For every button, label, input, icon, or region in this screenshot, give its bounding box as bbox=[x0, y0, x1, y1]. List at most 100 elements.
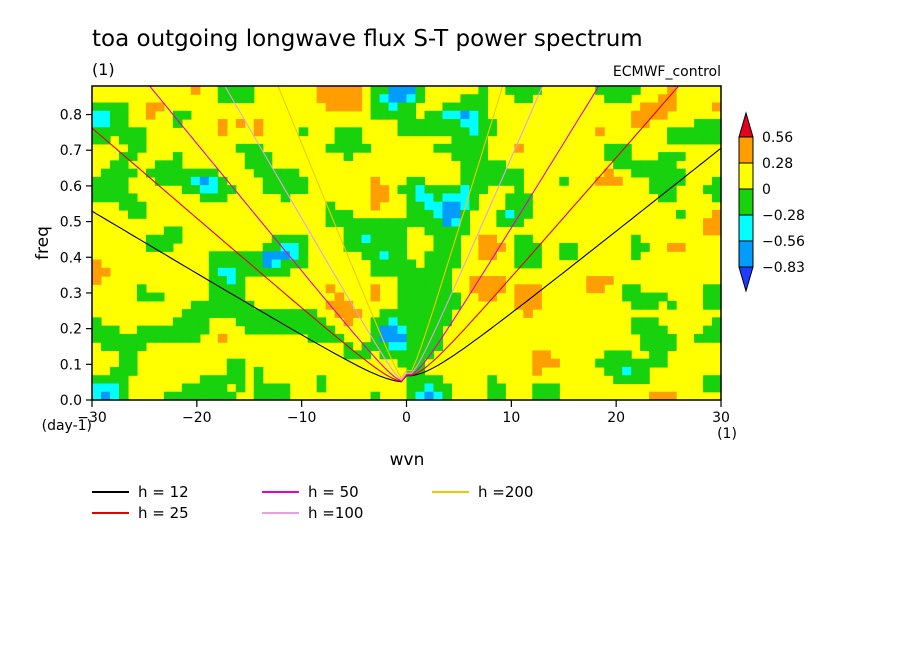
contour-cell bbox=[415, 119, 426, 128]
contour-cell bbox=[658, 391, 668, 400]
contour-cell bbox=[406, 209, 417, 219]
contour-cell bbox=[532, 391, 542, 400]
contour-cell bbox=[532, 350, 542, 360]
source-label: ECMWF_control bbox=[613, 64, 721, 80]
contour-cell bbox=[127, 358, 138, 368]
contour-cell bbox=[649, 358, 659, 368]
contour-cell bbox=[640, 366, 650, 376]
contour-cell bbox=[703, 375, 713, 385]
contour-cell bbox=[460, 226, 470, 236]
contour-cell bbox=[523, 94, 533, 104]
contour-cell bbox=[217, 119, 228, 128]
contour-cell bbox=[523, 259, 533, 269]
contour-cell bbox=[118, 176, 129, 186]
contour-cell bbox=[388, 226, 399, 236]
contour-cell bbox=[262, 309, 273, 318]
contour-cell bbox=[685, 127, 695, 137]
contour-cell bbox=[379, 317, 390, 327]
contour-cell bbox=[136, 325, 147, 335]
contour-cell bbox=[172, 168, 183, 178]
contour-cell bbox=[487, 234, 497, 244]
contour-cell bbox=[451, 185, 462, 195]
contour-cell bbox=[190, 300, 201, 310]
contour-cell bbox=[415, 94, 426, 104]
contour-cell bbox=[190, 317, 201, 327]
contour-cell bbox=[532, 251, 542, 261]
contour-cell bbox=[92, 110, 102, 120]
contour-cell bbox=[361, 251, 372, 261]
contour-cell bbox=[199, 325, 210, 335]
contour-cell bbox=[460, 94, 470, 104]
contour-cell bbox=[181, 185, 192, 195]
contour-cell bbox=[514, 300, 524, 310]
contour-cell bbox=[595, 358, 605, 368]
contour-cell bbox=[496, 243, 506, 252]
contour-cell bbox=[469, 119, 479, 128]
contour-cell bbox=[658, 102, 668, 112]
contour-cell bbox=[100, 193, 111, 203]
contour-cell bbox=[514, 143, 524, 153]
contour-cell bbox=[442, 234, 453, 244]
contour-cell bbox=[604, 94, 614, 104]
contour-cell bbox=[109, 185, 120, 195]
dispersion-curve bbox=[148, 86, 600, 382]
contour-cell bbox=[217, 94, 228, 104]
y-tick-label: 0.8 bbox=[60, 108, 82, 124]
contour-cell bbox=[217, 276, 228, 285]
contour-cell bbox=[343, 152, 354, 161]
contour-cell bbox=[649, 333, 659, 343]
contour-cell bbox=[478, 160, 488, 170]
contour-cell bbox=[271, 251, 282, 261]
contour-cell bbox=[217, 300, 228, 310]
contour-cell bbox=[640, 119, 650, 128]
colorbar-segment bbox=[738, 136, 754, 164]
contour-cell bbox=[244, 152, 255, 161]
contour-cell bbox=[397, 234, 408, 244]
contour-cell bbox=[397, 251, 408, 261]
contour-cell bbox=[514, 284, 524, 294]
contour-cell bbox=[343, 135, 354, 145]
contour-cell bbox=[505, 201, 515, 211]
contour-cell bbox=[451, 119, 462, 128]
contour-cell bbox=[208, 176, 219, 186]
contour-cell bbox=[469, 110, 479, 120]
contour-cell bbox=[217, 259, 228, 269]
contour-cell bbox=[244, 86, 255, 95]
contour-cell bbox=[442, 284, 453, 294]
contour-cell bbox=[460, 193, 470, 203]
contour-cell bbox=[469, 94, 479, 104]
contour-cell bbox=[649, 391, 659, 400]
contour-cell bbox=[406, 342, 417, 352]
contour-cell bbox=[244, 160, 255, 170]
contour-cell bbox=[595, 284, 605, 294]
contour-cell bbox=[559, 176, 569, 186]
contour-cell bbox=[208, 251, 219, 261]
contour-cell bbox=[406, 127, 417, 137]
contour-cell bbox=[631, 86, 641, 95]
contour-cell bbox=[298, 325, 309, 335]
contour-cell bbox=[487, 251, 497, 261]
x-units-label: (1) bbox=[717, 426, 737, 442]
contour-cell bbox=[154, 325, 165, 335]
contour-cell bbox=[325, 102, 336, 112]
contour-cell bbox=[217, 251, 228, 261]
contour-cell bbox=[415, 127, 426, 137]
contour-cell bbox=[505, 193, 515, 203]
contour-cell bbox=[649, 160, 659, 170]
contour-cell bbox=[541, 383, 551, 393]
contour-cell bbox=[424, 391, 435, 400]
contour-cell bbox=[172, 226, 183, 236]
contour-cell bbox=[370, 284, 381, 294]
contour-cell bbox=[613, 350, 623, 360]
contour-cell bbox=[496, 383, 506, 393]
contour-cell bbox=[478, 276, 488, 285]
contour-cell bbox=[181, 176, 192, 186]
contour-cell bbox=[289, 309, 300, 318]
contour-cell bbox=[415, 350, 426, 360]
contour-cell bbox=[190, 309, 201, 318]
contour-cell bbox=[712, 185, 721, 195]
contour-cell bbox=[226, 86, 237, 95]
contour-cell bbox=[424, 292, 435, 302]
contour-cell bbox=[370, 259, 381, 269]
contour-cell bbox=[631, 119, 641, 128]
